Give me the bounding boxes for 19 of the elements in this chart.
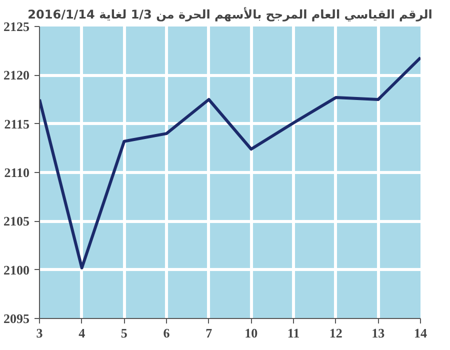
x-tick-label: 12 [329,326,342,340]
x-tick-label: 10 [244,326,258,340]
chart-title: الرقم القياسي العام المرجح بالأسهم الحرة من 1/3 لغاية 2016/1/14 [28,6,432,22]
y-tick-label: 2105 [4,214,30,229]
y-tick-label: 2125 [4,19,30,34]
y-tick-label: 2095 [4,311,30,326]
x-tick-label: 7 [206,326,213,340]
x-tick-label: 14 [414,326,428,340]
x-tick-label: 11 [287,326,300,340]
x-tick-label: 4 [78,326,86,340]
x-tick-label: 13 [372,326,386,340]
line-series [40,56,420,270]
y-tick-label: 2120 [4,68,30,83]
x-tick-label: 6 [163,326,170,340]
x-tick-label: 5 [120,326,128,340]
x-tick-label: 3 [36,326,44,340]
y-tick-label: 2115 [4,116,30,132]
y-tick-label: 2110 [4,165,30,180]
y-tick-label: 2100 [4,262,30,278]
